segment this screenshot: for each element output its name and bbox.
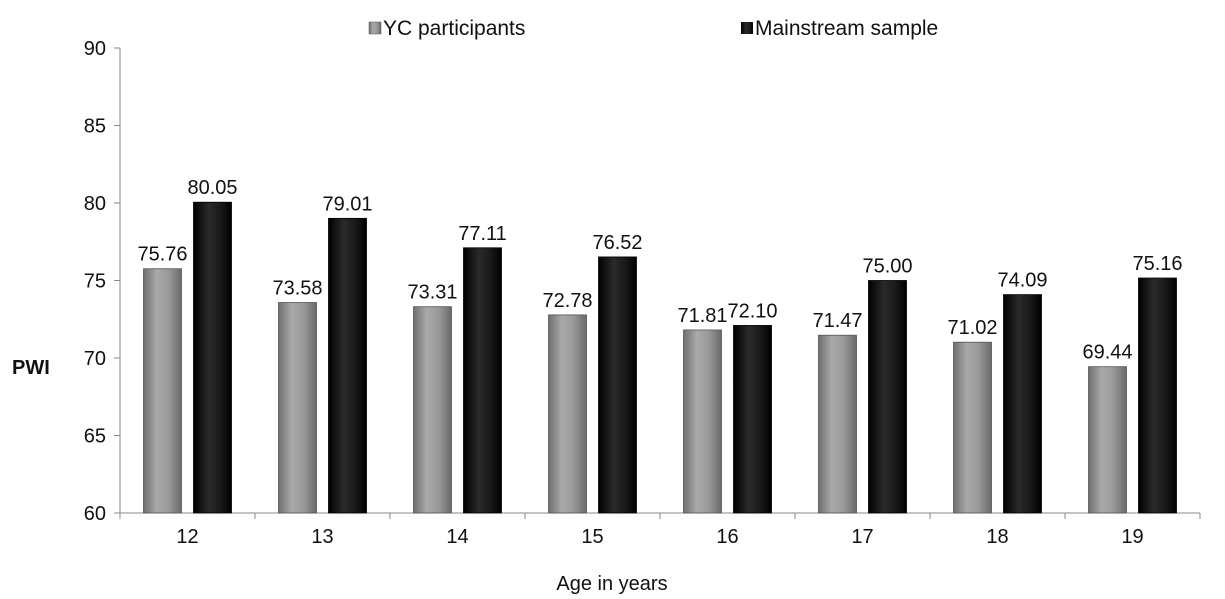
y-tick-label: 90	[84, 38, 106, 60]
x-tick-label: 12	[176, 526, 198, 548]
bar-mainstream-12	[193, 201, 232, 514]
bar-mainstream-13	[328, 217, 367, 514]
axes: 60 65 70 75 80 85 90 12 13 14 15 16 17 18 19	[84, 38, 1201, 548]
bar-yc-18	[953, 341, 992, 514]
x-tick-label: 17	[851, 526, 873, 548]
bar-yc-15	[548, 314, 587, 514]
x-tick-label: 16	[716, 526, 738, 548]
legend-label-mainstream: Mainstream sample	[755, 17, 938, 40]
x-tick-label: 13	[311, 526, 333, 548]
data-label-yc-18: 71.02	[947, 317, 997, 339]
data-label-yc-15: 72.78	[542, 290, 592, 312]
legend-swatch-yc	[368, 21, 382, 35]
legend-label-yc: YC participants	[383, 17, 525, 40]
bar-yc-14	[413, 306, 452, 514]
data-label-yc-12: 75.76	[137, 244, 187, 266]
y-tick-label: 80	[84, 193, 106, 215]
y-tick-label: 65	[84, 426, 106, 448]
data-label-yc-16: 71.81	[677, 305, 727, 327]
data-label-mainstream-13: 79.01	[322, 193, 372, 215]
data-label-yc-14: 73.31	[407, 282, 457, 304]
data-label-mainstream-18: 74.09	[997, 270, 1047, 292]
legend: YC participants Mainstream sample	[368, 17, 938, 40]
bar-mainstream-16	[733, 325, 772, 514]
bar-yc-13	[278, 302, 317, 514]
data-label-mainstream-12: 80.05	[187, 177, 237, 199]
y-axis-label: PWI	[12, 357, 50, 379]
data-label-mainstream-19: 75.16	[1132, 253, 1182, 275]
x-tick-label: 15	[581, 526, 603, 548]
x-tick-label: 14	[446, 526, 468, 548]
y-tick-label: 70	[84, 348, 106, 370]
bar-yc-17	[818, 334, 857, 514]
y-tick-label: 85	[84, 116, 106, 138]
x-tick-label: 18	[986, 526, 1008, 548]
bar-yc-19	[1088, 366, 1127, 514]
bar-mainstream-15	[598, 256, 637, 514]
data-label-mainstream-17: 75.00	[862, 256, 912, 278]
y-tick-label: 60	[84, 503, 106, 525]
x-tick-label: 19	[1121, 526, 1143, 548]
legend-swatch-mainstream	[741, 22, 753, 34]
data-label-mainstream-15: 76.52	[592, 232, 642, 254]
data-label-yc-13: 73.58	[272, 278, 322, 300]
bar-yc-16	[683, 329, 722, 514]
bar-mainstream-14	[463, 247, 502, 514]
data-label-yc-17: 71.47	[812, 310, 862, 332]
y-tick-label: 75	[84, 271, 106, 293]
bar-mainstream-18	[1003, 294, 1042, 514]
bar-mainstream-19	[1138, 277, 1177, 514]
bar-mainstream-17	[868, 280, 907, 514]
x-axis-label: Age in years	[556, 573, 667, 595]
data-label-mainstream-14: 77.11	[458, 223, 507, 245]
bar-yc-12	[143, 268, 182, 514]
data-label-yc-19: 69.44	[1082, 342, 1132, 364]
data-label-mainstream-16: 72.10	[727, 300, 777, 322]
